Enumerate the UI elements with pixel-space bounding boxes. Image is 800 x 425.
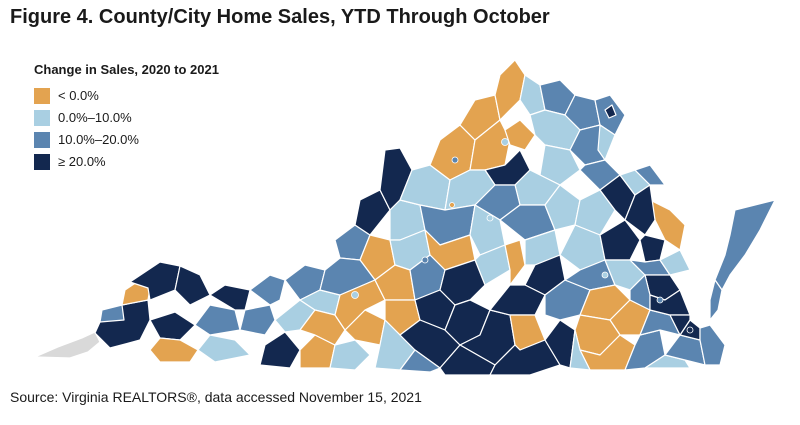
legend-item-0-10: 0.0%–10.0% xyxy=(34,107,264,128)
legend-title: Change in Sales, 2020 to 2021 xyxy=(34,62,219,77)
county-region xyxy=(329,339,371,371)
county-region xyxy=(699,324,726,366)
county-region xyxy=(669,314,691,336)
county-region xyxy=(149,337,199,363)
county-region xyxy=(504,119,536,151)
county-region xyxy=(469,204,506,256)
city-marker xyxy=(686,326,694,334)
county-region xyxy=(174,265,211,306)
figure-title: Figure 4. County/City Home Sales, YTD Th… xyxy=(10,6,550,28)
legend-swatch-0-10 xyxy=(34,109,50,126)
county-region xyxy=(597,124,616,161)
city-marker xyxy=(451,156,459,164)
legend-item-10-20: 10.0%–20.0% xyxy=(34,129,264,150)
legend-item-20-plus: ≥ 20.0% xyxy=(34,151,264,172)
city-marker xyxy=(351,291,359,299)
legend-label-10-20: 10.0%–20.0% xyxy=(58,132,139,147)
legend-swatch-negative xyxy=(34,87,50,104)
legend-swatch-20-plus xyxy=(34,153,50,170)
county-region xyxy=(639,234,666,263)
county-region xyxy=(634,164,666,186)
county-region xyxy=(539,144,581,186)
county-region xyxy=(99,304,125,323)
legend-label-20-plus: ≥ 20.0% xyxy=(58,154,106,169)
city-marker xyxy=(421,256,429,264)
legend-label-0-10: 0.0%–10.0% xyxy=(58,110,132,125)
county-region xyxy=(599,219,641,261)
county-region xyxy=(519,74,546,116)
county-region xyxy=(714,199,776,291)
city-marker xyxy=(449,202,455,208)
city-marker xyxy=(656,296,664,304)
independent-cities xyxy=(351,138,694,334)
legend-swatch-10-20 xyxy=(34,131,50,148)
county-region xyxy=(239,304,276,336)
county-region xyxy=(249,274,286,306)
county-region xyxy=(194,304,241,336)
county-region xyxy=(624,184,656,236)
city-marker xyxy=(486,214,494,222)
county-region xyxy=(604,104,617,119)
county-regions xyxy=(34,59,776,376)
county-region xyxy=(569,329,591,371)
city-marker xyxy=(601,271,609,279)
county-region xyxy=(494,59,526,121)
city-marker xyxy=(501,138,509,146)
county-region xyxy=(659,249,691,276)
legend-item-negative: < 0.0% xyxy=(34,85,264,106)
county-region xyxy=(34,331,101,359)
county-region xyxy=(149,311,196,341)
county-region xyxy=(197,334,251,363)
county-region xyxy=(504,239,526,286)
county-region xyxy=(259,331,301,369)
legend-label-negative: < 0.0% xyxy=(58,88,99,103)
legend: Change in Sales, 2020 to 2021 < 0.0% 0.0… xyxy=(34,62,264,173)
source-note: Source: Virginia REALTORS®, data accesse… xyxy=(10,389,422,405)
county-region xyxy=(209,284,251,311)
county-region xyxy=(709,279,723,321)
